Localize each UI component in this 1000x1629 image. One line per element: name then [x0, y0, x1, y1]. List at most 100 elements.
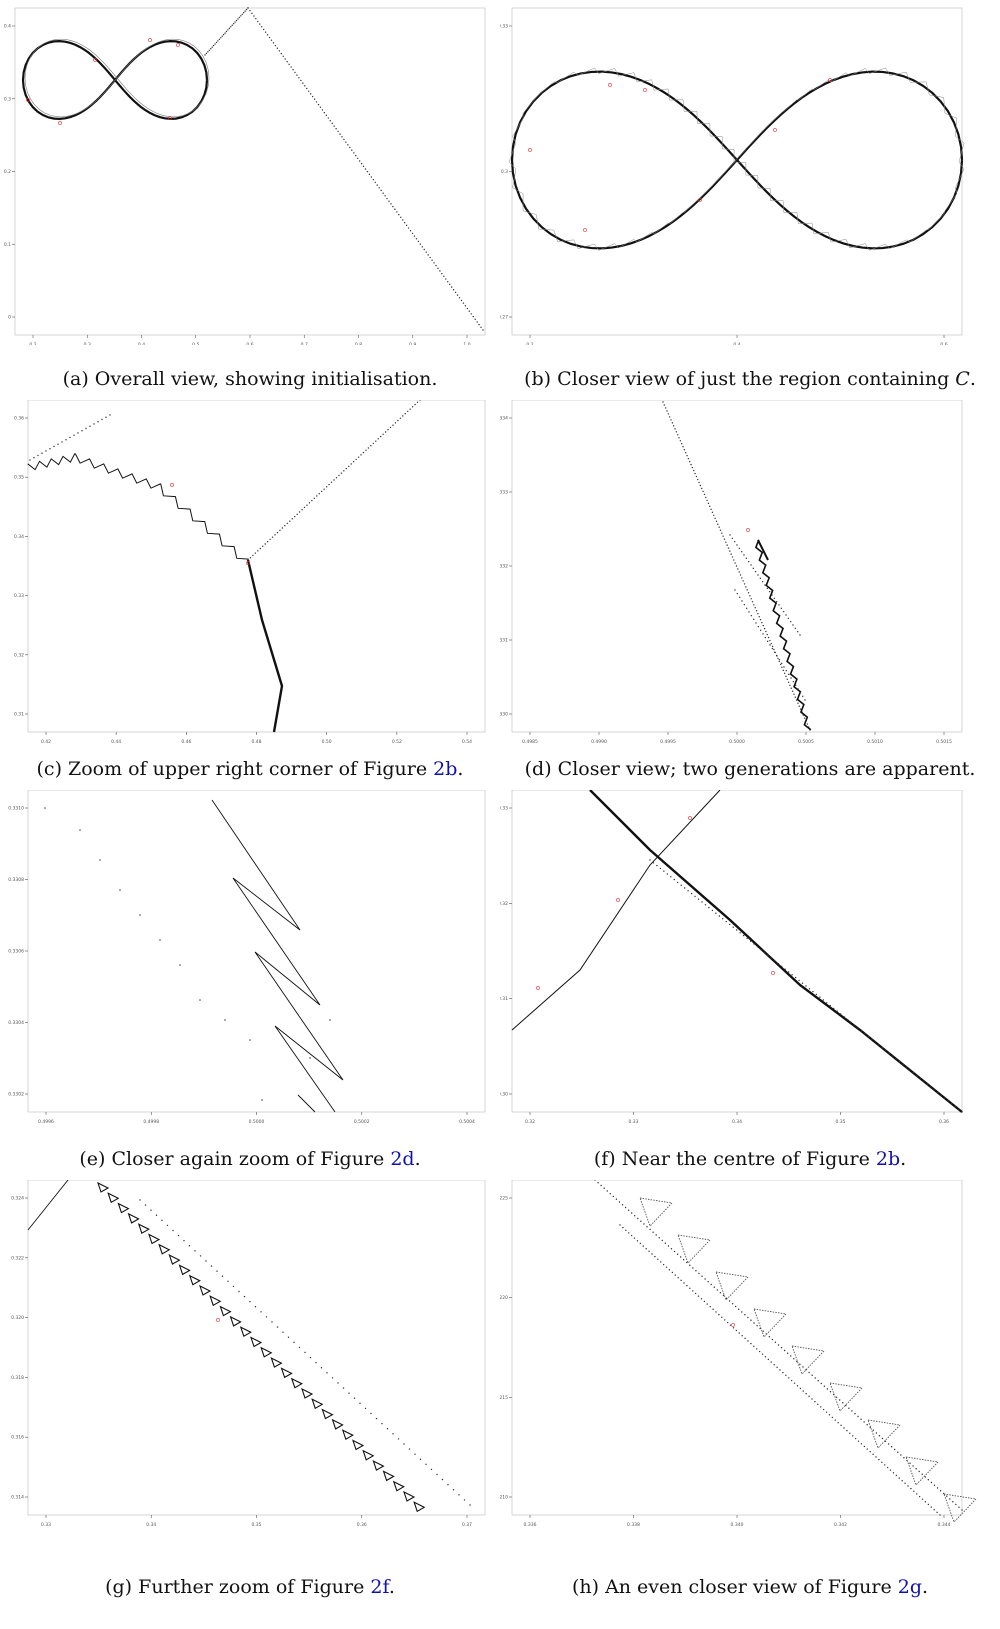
init-dots [230, 26, 232, 28]
red-marker [170, 483, 174, 487]
init-dots [456, 294, 459, 296]
dotted-line [837, 1422, 839, 1424]
init-dots [365, 449, 367, 451]
dotted-line [811, 1374, 813, 1376]
generation-dots [743, 583, 746, 585]
sawtooth-triangle [260, 1346, 273, 1358]
y-tick-label: 0.333 [500, 490, 508, 496]
red-marker [773, 128, 777, 132]
dotted-line [619, 1224, 621, 1226]
zigzag-dots [860, 1030, 863, 1032]
sawtooth-triangle [290, 1377, 303, 1389]
figure-ref-link[interactable]: 2g [897, 1576, 922, 1598]
init-dots [311, 95, 314, 98]
dotted-line [622, 1226, 624, 1229]
zigzag-dots [704, 904, 707, 906]
dotted-line [793, 1358, 795, 1360]
init-dots [415, 238, 418, 240]
dotted-line [764, 1356, 767, 1358]
init-dots [65, 439, 67, 441]
dotted-line [817, 1403, 819, 1405]
init-dots [458, 297, 461, 299]
zigzag-dots [742, 934, 745, 937]
init-dots [97, 421, 99, 423]
generation-dots [750, 598, 752, 600]
dotted-line [756, 1348, 758, 1350]
dotted-line [924, 1501, 927, 1503]
init-dots [321, 490, 323, 493]
init-dots [323, 488, 325, 490]
init-dots [394, 422, 397, 424]
caption-text: Further zoom of Figure [138, 1576, 371, 1598]
init-dots [329, 120, 331, 122]
generation-dots [674, 428, 676, 430]
figure-ref-link[interactable]: 2b [433, 758, 458, 780]
y-tick-label: 0.27 [500, 315, 508, 321]
dotted-line [834, 1419, 836, 1421]
init-dots [377, 438, 379, 440]
x-tick-label: 0.33 [41, 1522, 51, 1528]
zigzag-dots [408, 1448, 411, 1450]
zigzag-dots [370, 1412, 372, 1415]
zigzag-dots [425, 1463, 427, 1466]
zigzag-dots [238, 1290, 240, 1293]
plot-frame [27, 790, 486, 1113]
caption-text-end: . [922, 1576, 929, 1598]
dotted-line [692, 1267, 694, 1269]
generation-dots [745, 557, 748, 560]
dotted-line [722, 1294, 725, 1297]
init-dots [325, 486, 328, 488]
figure-ref-link[interactable]: 2b [875, 1148, 901, 1170]
dotted-line [884, 1464, 886, 1466]
generation-dots [717, 523, 719, 525]
generation-dots [663, 404, 666, 406]
figure-ref-link[interactable]: 2d [390, 1148, 415, 1170]
zigzag-dots [902, 1063, 904, 1066]
generation-dots [736, 544, 738, 546]
init-dots [343, 138, 345, 141]
y-tick-label: 0 [8, 315, 11, 321]
dotted-line [961, 1509, 963, 1511]
red-marker [168, 116, 172, 120]
caption-text-end: . [414, 1148, 421, 1170]
generation-dots [678, 437, 680, 439]
dotted-line [817, 1380, 819, 1382]
dotted-line [829, 1391, 832, 1393]
init-dots [435, 264, 437, 267]
init-dots [399, 417, 402, 419]
generation-dots [667, 413, 670, 415]
red-marker [608, 83, 612, 87]
generation-dots [793, 693, 795, 695]
init-dots [284, 58, 286, 60]
generation-dots [778, 604, 780, 606]
dotted-line [866, 1448, 868, 1450]
zigzag-dots [166, 1224, 169, 1227]
init-dots [370, 445, 372, 447]
generation-dots [672, 425, 675, 427]
zigzag-dots [381, 1422, 383, 1425]
generation-dots [753, 604, 755, 606]
init-dots [45, 450, 47, 452]
figure-ref-link[interactable]: 2f [370, 1576, 389, 1598]
caption-text-end: . [969, 368, 976, 390]
init-dots [272, 42, 275, 44]
dotted-line [721, 1316, 723, 1318]
zigzag-dots [680, 884, 682, 886]
init-dots [421, 246, 423, 248]
red-marker [583, 228, 587, 232]
generation-dots [780, 662, 783, 665]
generation-dots [697, 478, 699, 481]
zigzag-dots [677, 881, 679, 884]
dotted-line [909, 1462, 911, 1464]
scatter-dot [199, 999, 201, 1001]
x-tick-label: 0.50 [322, 739, 332, 745]
init-dots [353, 152, 355, 154]
y-tick-label: 0.30 [500, 1092, 508, 1098]
generation-dots [771, 645, 774, 648]
init-dots [454, 291, 457, 294]
init-dots [282, 55, 284, 57]
dotted-line [887, 1443, 890, 1445]
init-dots [449, 283, 451, 286]
zigzag-dots [260, 1311, 262, 1313]
dotted-line [802, 1366, 804, 1368]
